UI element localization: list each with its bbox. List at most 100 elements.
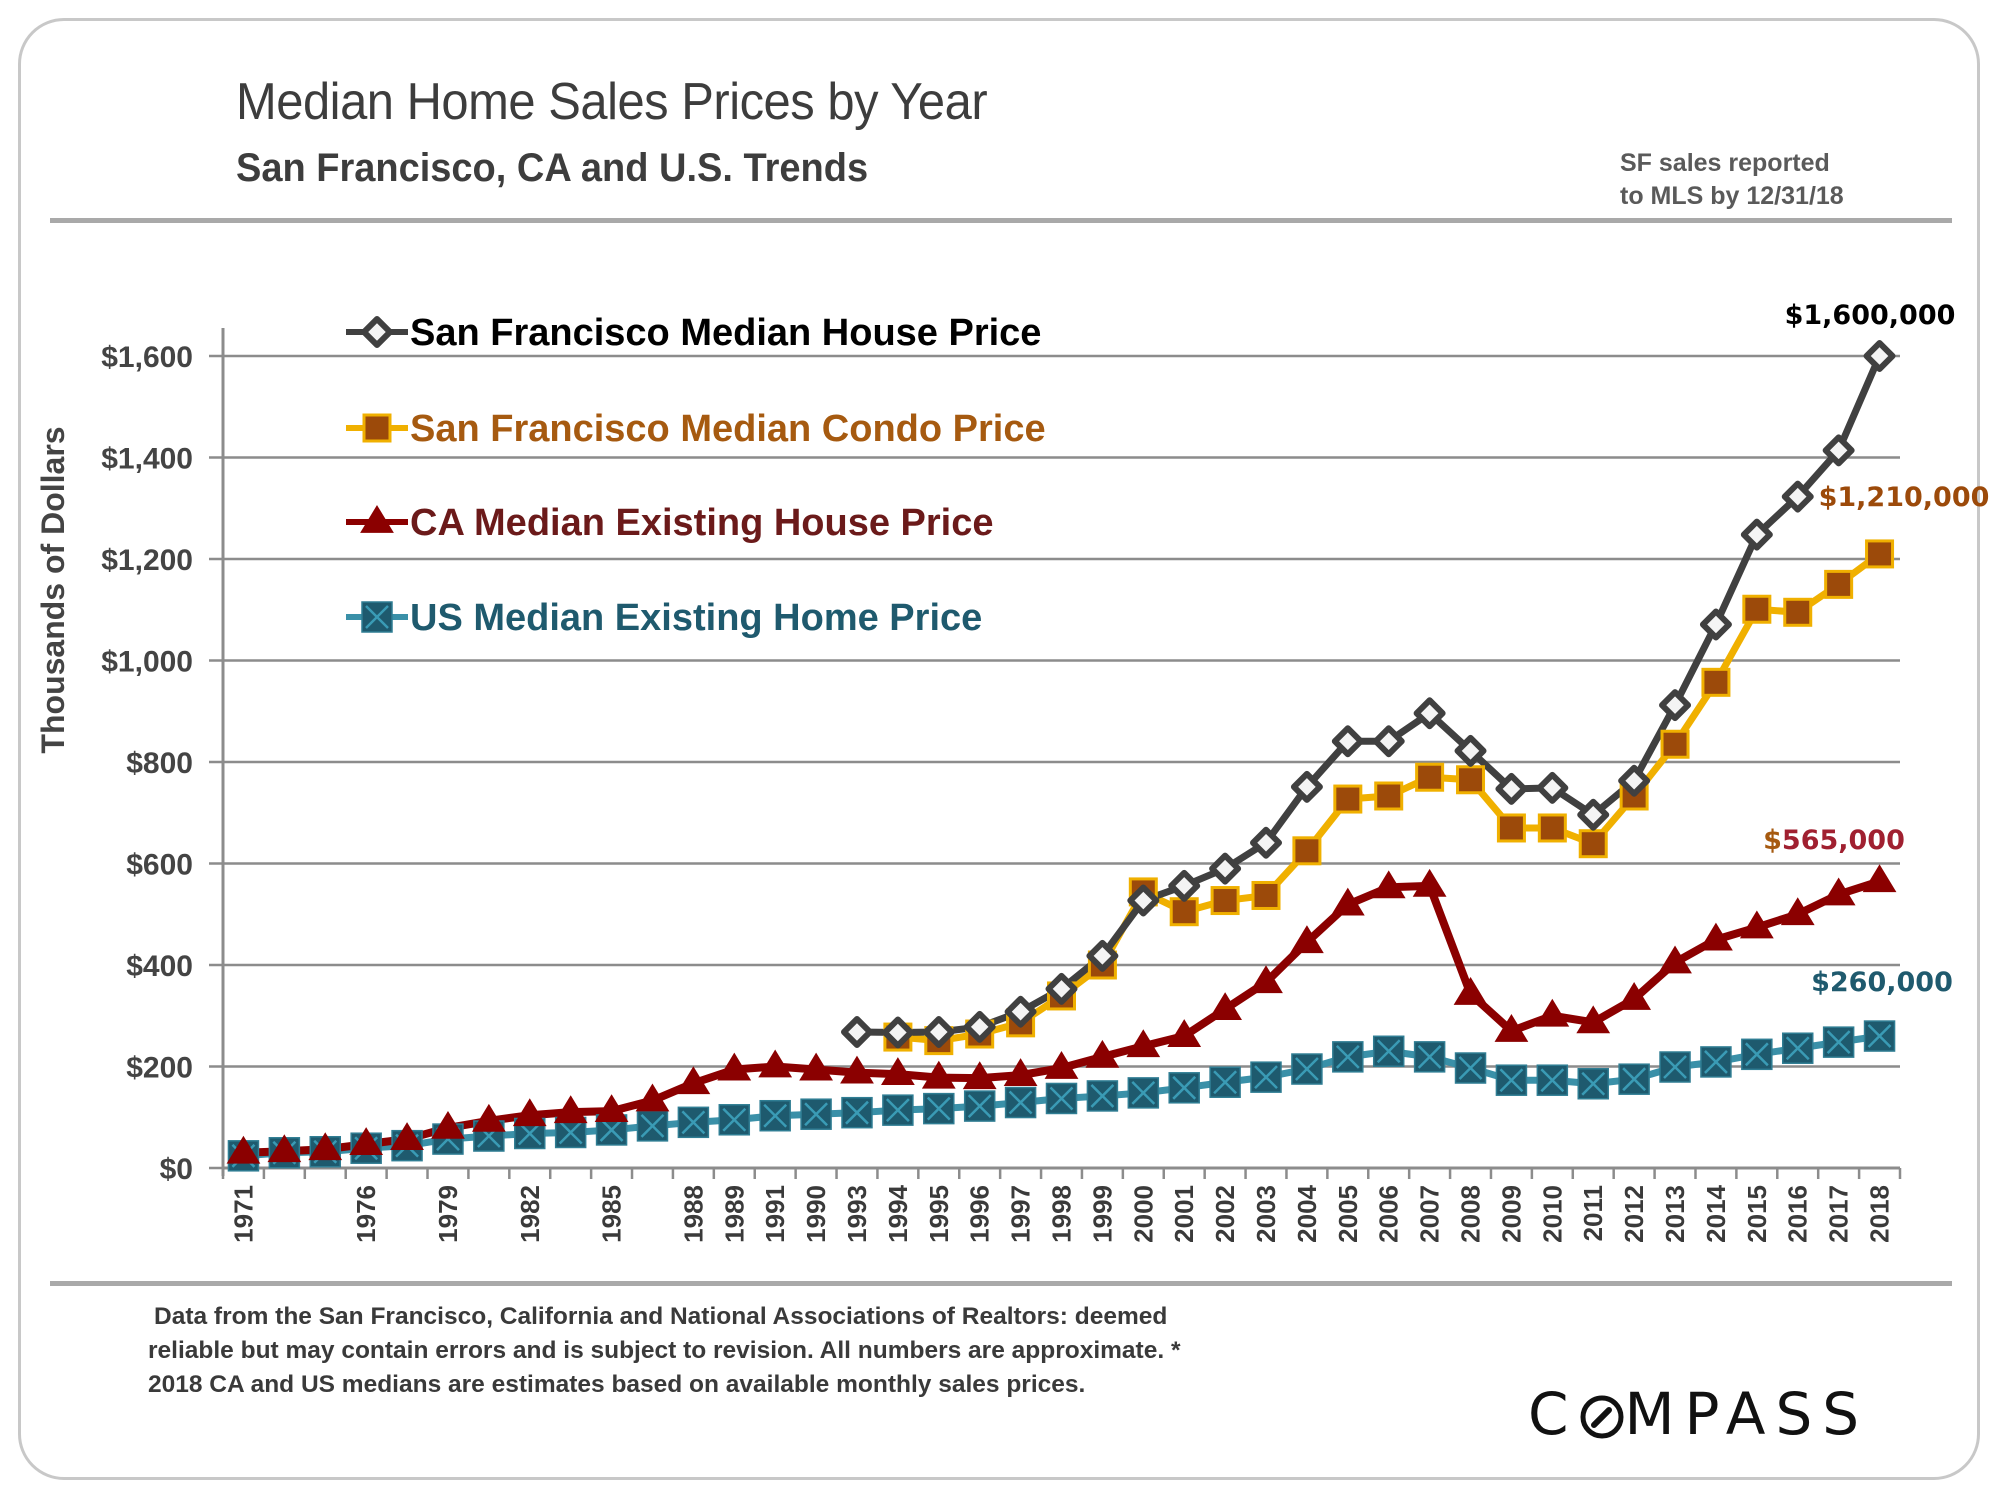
data-point-x-square xyxy=(718,1104,751,1136)
data-point-diamond xyxy=(1168,869,1201,902)
x-tick-label: 1996 xyxy=(965,1185,995,1243)
footer-divider xyxy=(50,1281,1952,1286)
data-point-triangle xyxy=(1658,945,1692,974)
x-tick-label: 1993 xyxy=(842,1185,872,1243)
x-tick-label: 2013 xyxy=(1660,1185,1690,1243)
value-label-ca-house: $565,000 xyxy=(1763,825,1905,856)
marker-x-stroke xyxy=(1663,1055,1687,1079)
marker-x-stroke xyxy=(1826,1030,1851,1055)
data-point-x-square xyxy=(1086,1080,1119,1112)
footnote-line-2: reliable but may contain errors and is s… xyxy=(148,1337,1181,1364)
data-note-line-2: to MLS by 12/31/18 xyxy=(1620,182,1844,210)
data-point-square xyxy=(1456,765,1486,795)
y-tick-label: $800 xyxy=(126,747,193,780)
x-tick-label: 1985 xyxy=(597,1185,627,1243)
data-point-triangle xyxy=(1290,925,1324,954)
data-point-diamond xyxy=(1822,434,1855,467)
data-point-x-square xyxy=(1168,1072,1200,1104)
data-point-diamond xyxy=(1618,764,1651,797)
x-tick-label: 1971 xyxy=(228,1185,258,1243)
chart-title: Median Home Sales Prices by Year xyxy=(236,73,988,131)
data-point-triangle xyxy=(1412,868,1447,897)
data-point-triangle xyxy=(1494,1014,1529,1042)
marker-x-stroke xyxy=(1213,1070,1237,1095)
compass-o-icon xyxy=(1579,1380,1625,1448)
data-point-diamond xyxy=(1863,340,1896,372)
data-point-triangle xyxy=(758,1049,793,1078)
x-tick-label: 2003 xyxy=(1251,1185,1281,1243)
data-point-triangle xyxy=(1371,870,1406,899)
axes xyxy=(209,328,1902,1179)
x-tick-label: 1982 xyxy=(515,1185,545,1243)
marker-x-stroke xyxy=(886,1098,910,1123)
marker-x-stroke xyxy=(1417,1044,1442,1069)
legend: San Francisco Median House Price San Fran… xyxy=(346,312,1046,639)
data-point-diamond xyxy=(1699,608,1732,641)
legend-marker-square xyxy=(362,413,392,443)
data-point-triangle xyxy=(1739,910,1774,939)
marker-x-stroke xyxy=(845,1100,869,1125)
footnote-line-1: Data from the San Francisco, California … xyxy=(154,1303,1168,1330)
data-point-diamond xyxy=(1740,518,1773,551)
marker-x-stroke xyxy=(1499,1068,1524,1093)
data-point-x-square xyxy=(1495,1064,1528,1096)
gridlines xyxy=(223,354,1900,1068)
data-point-triangle xyxy=(1535,998,1570,1027)
y-tick-label: $1,400 xyxy=(101,443,193,476)
data-point-x-square xyxy=(1332,1041,1364,1073)
data-point-triangle xyxy=(1330,887,1365,916)
data-point-triangle xyxy=(840,1055,874,1084)
data-point-diamond xyxy=(840,1015,873,1048)
x-tick-label: 1995 xyxy=(924,1185,954,1243)
y-tick-label: $1,600 xyxy=(101,341,193,374)
data-point-x-square xyxy=(1781,1032,1814,1064)
logo-letters-mpass: MPASS xyxy=(1624,1380,1870,1448)
x-tick-label: 2007 xyxy=(1415,1185,1445,1243)
data-point-triangle xyxy=(962,1061,997,1090)
data-point-square xyxy=(1251,880,1281,910)
x-tick-label: 1976 xyxy=(351,1185,381,1243)
data-point-x-square xyxy=(1741,1038,1773,1071)
data-point-diamond xyxy=(1372,725,1405,758)
x-tick-label: 1991 xyxy=(760,1185,790,1243)
data-point-triangle xyxy=(431,1110,465,1139)
data-point-triangle xyxy=(1085,1039,1120,1068)
data-point-square xyxy=(1169,897,1199,927)
data-point-triangle xyxy=(1862,864,1897,893)
data-point-triangle xyxy=(553,1095,588,1124)
data-point-triangle xyxy=(1003,1058,1038,1087)
data-point-diamond xyxy=(1209,852,1242,885)
value-label-sf-house: $1,600,000 xyxy=(1785,300,1956,331)
data-point-triangle xyxy=(390,1122,424,1150)
data-point-x-square xyxy=(1618,1063,1650,1095)
data-point-diamond xyxy=(963,1010,996,1043)
x-tick-label: 2015 xyxy=(1742,1185,1772,1243)
y-tick-label: $1,000 xyxy=(101,646,193,679)
data-point-diamond xyxy=(1290,770,1323,803)
x-tick-label: 2010 xyxy=(1537,1185,1567,1243)
data-point-triangle xyxy=(1699,922,1733,951)
data-point-square xyxy=(1783,597,1813,627)
data-point-x-square xyxy=(1577,1068,1609,1100)
data-point-square xyxy=(1701,667,1731,697)
marker-x-stroke xyxy=(1622,1067,1647,1092)
x-tick-label: 2000 xyxy=(1128,1185,1158,1243)
y-axis-label: Thousands of Dollars xyxy=(35,426,71,753)
source-footnote: Data from the San Francisco, California … xyxy=(148,1300,1414,1402)
marker-x-stroke xyxy=(558,1120,583,1145)
x-tick-label: 2016 xyxy=(1783,1185,1813,1243)
data-point-triangle xyxy=(1044,1051,1079,1079)
marker-x-stroke xyxy=(926,1096,951,1121)
y-tick-label: $0 xyxy=(160,1153,193,1186)
data-point-x-square xyxy=(800,1098,832,1130)
data-point-diamond xyxy=(1127,884,1160,917)
data-point-x-square xyxy=(1454,1052,1487,1084)
data-point-x-square xyxy=(1045,1082,1078,1115)
value-label-sf-condo: $1,210,000 xyxy=(1819,482,1990,513)
legend-label: CA Median Existing House Price xyxy=(410,502,994,544)
legend-label: US Median Existing Home Price xyxy=(410,597,982,639)
data-point-triangle xyxy=(717,1052,752,1081)
data-point-diamond xyxy=(1413,697,1446,730)
marker-x-stroke xyxy=(1172,1075,1197,1100)
